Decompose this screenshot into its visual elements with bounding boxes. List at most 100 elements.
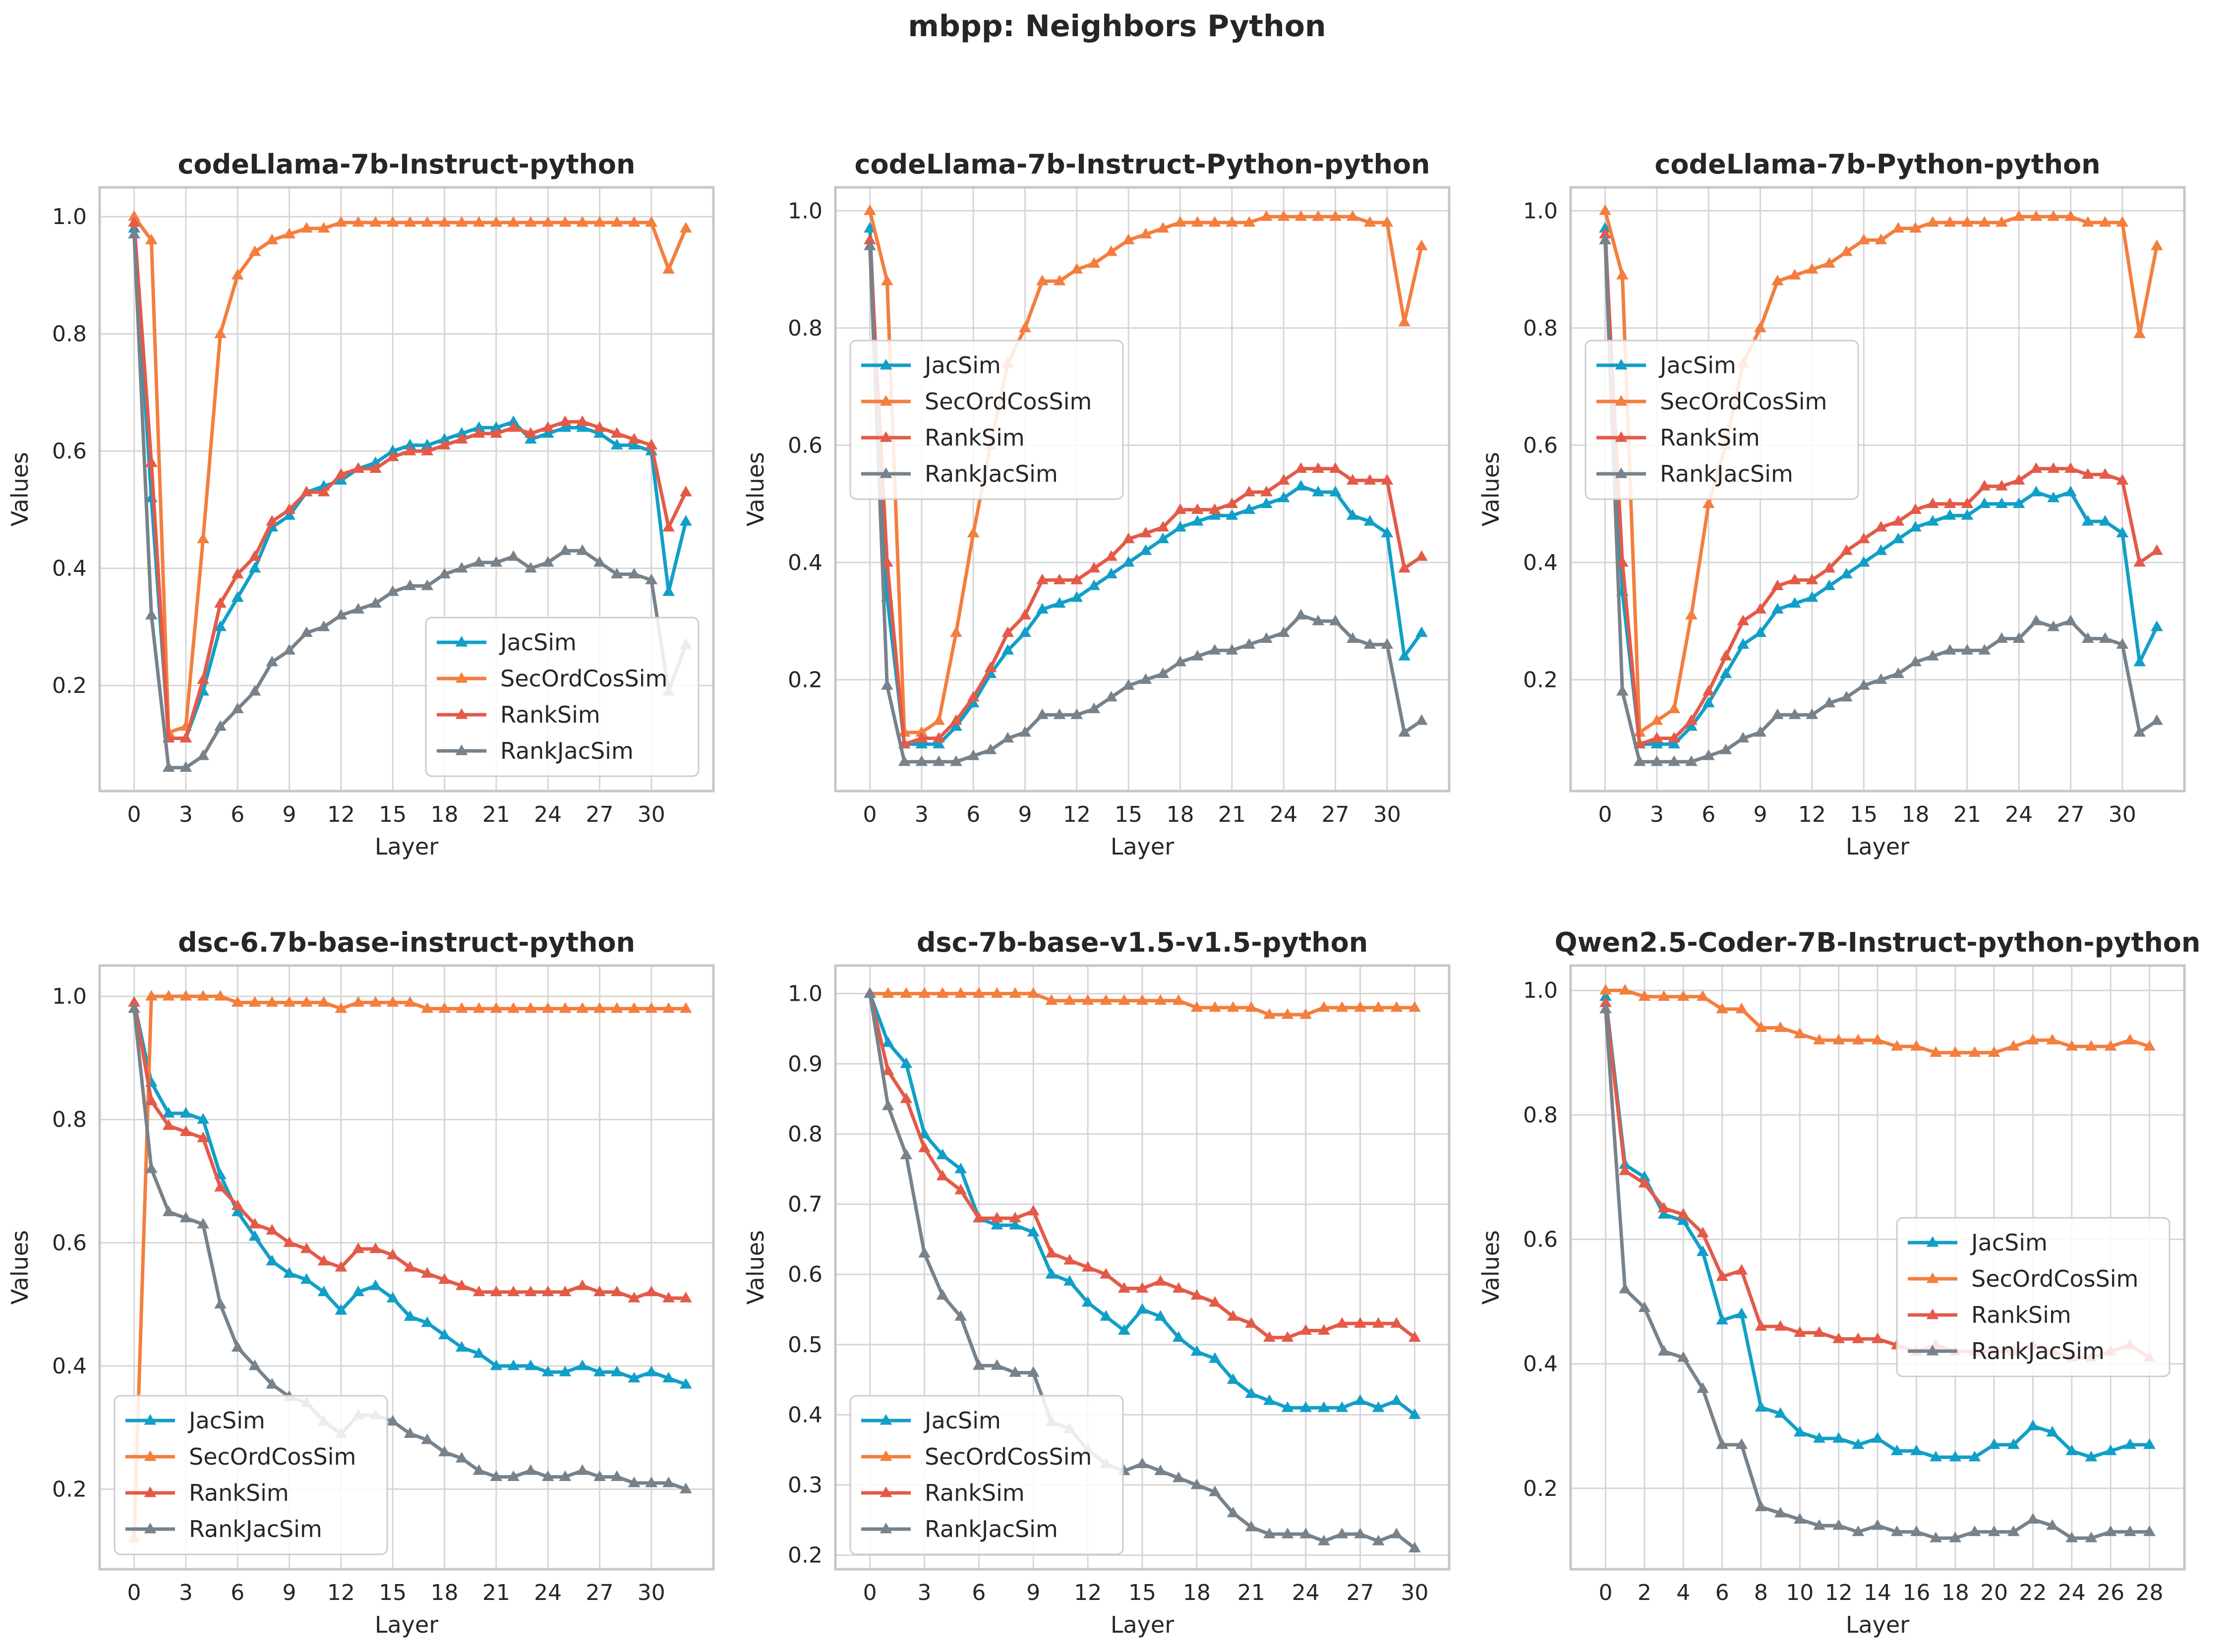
x-tick-label: 30 [638,802,665,827]
data-point [438,1445,451,1457]
x-axis-label: Layer [1846,1611,1909,1638]
data-point [1260,485,1273,497]
y-tick-label: 0.9 [788,1051,823,1077]
data-point [1793,1027,1806,1038]
x-tick-label: 30 [1373,802,1401,827]
data-point [1372,1001,1385,1012]
data-point [1063,1275,1076,1286]
data-point [1100,994,1113,1005]
data-point [248,550,261,561]
data-point [1157,520,1170,532]
y-tick-label: 0.8 [1523,1102,1558,1128]
y-tick-label: 1.0 [52,204,87,229]
y-tick-label: 1.0 [788,981,823,1007]
data-point [1996,216,2008,227]
x-tick-label: 15 [379,802,407,827]
x-tick-label: 9 [1754,802,1767,827]
data-point [2123,1033,2136,1045]
x-tick-label: 18 [431,802,459,827]
data-point [248,1230,261,1241]
data-point [1063,994,1076,1005]
data-point [283,644,295,655]
data-point [507,216,520,227]
data-point [1840,544,1853,555]
x-tick-label: 20 [1980,1580,2008,1605]
y-tick-label: 0.2 [1523,667,1558,692]
y-tick-label: 0.4 [1523,1352,1558,1377]
data-point [197,990,210,1001]
data-point [283,503,295,514]
data-point [490,1002,503,1013]
legend-marker [1615,359,1628,370]
y-tick-label: 0.5 [788,1332,823,1358]
data-point [2064,615,2077,626]
data-point [1852,1332,1865,1343]
data-point [2099,216,2112,227]
data-point [1793,1326,1806,1337]
data-point [610,568,623,578]
data-point [576,421,589,432]
x-tick-label: 0 [863,1580,877,1605]
data-point [1363,216,1376,227]
data-point [864,233,876,244]
data-point [1174,503,1186,514]
series-RankJacSim [864,987,1421,1552]
data-point [1871,1033,1884,1045]
data-point [335,609,348,620]
data-point [1053,573,1066,584]
data-point [1312,462,1325,473]
data-point [881,679,893,690]
data-point [1045,994,1058,1005]
data-point [2133,655,2146,667]
data-point [1208,216,1221,227]
x-tick-label: 6 [972,1580,986,1605]
y-tick-label: 1.0 [1523,978,1558,1003]
data-point [490,421,503,432]
data-point [1191,515,1204,526]
data-point [1737,638,1750,649]
x-tick-label: 24 [534,1580,562,1605]
subplot-title: codeLlama-7b-Instruct-python [178,149,636,180]
data-point [950,720,962,731]
data-point [283,996,295,1007]
data-point [1294,609,1307,620]
data-point [128,216,140,227]
data-point [1172,994,1185,1005]
data-point [335,216,348,227]
data-point [1409,1541,1421,1552]
data-point [1299,1401,1312,1412]
data-point [507,1470,520,1481]
data-point [1832,1332,1845,1343]
data-point [1650,732,1663,743]
data-point [1996,480,2008,491]
y-tick-label: 1.0 [788,198,823,224]
data-point [1390,1394,1403,1405]
data-point [438,1273,451,1284]
data-point [507,550,520,561]
x-tick-label: 16 [1902,1580,1930,1605]
data-point [1081,1261,1094,1272]
data-point [1702,684,1715,696]
data-point [1243,216,1255,227]
legend-marker [1926,1236,1939,1247]
data-point [2007,1525,2020,1537]
data-point [2012,474,2025,485]
data-point [2007,1438,2020,1449]
data-point [214,327,227,339]
data-point [1354,1394,1366,1405]
data-point [369,456,382,467]
data-point [1702,749,1715,760]
data-point [1788,597,1801,608]
data-point [525,562,537,573]
data-point [1754,626,1766,637]
data-point [283,1236,295,1247]
data-point [317,1254,330,1266]
data-point [386,216,399,227]
legend-box [1896,1217,2171,1377]
data-point [933,714,945,725]
subplot-3: 0 3 6 9 12 15 18 21 24 27 30 0.2 0.4 0.6 0.8 1.0 codeLla… [1477,149,2186,860]
x-tick-label: 9 [283,802,296,827]
y-tick-label: 0.4 [788,1402,823,1427]
legend-marker [455,636,468,647]
data-point [438,433,451,444]
